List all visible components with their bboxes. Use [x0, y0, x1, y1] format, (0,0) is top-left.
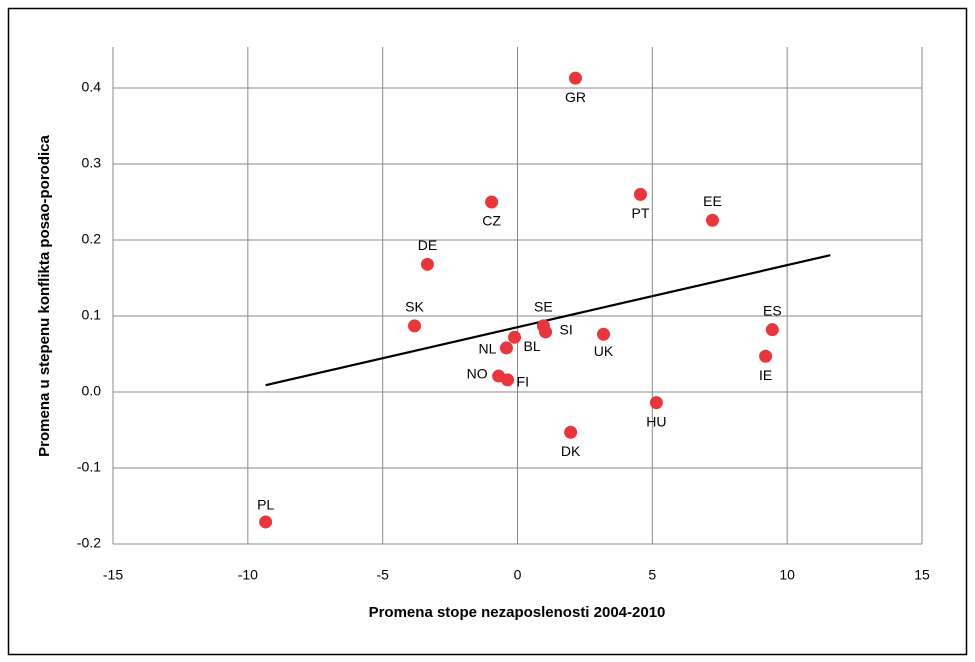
point: [501, 373, 515, 387]
x-tick-label: -10: [238, 567, 258, 583]
y-tick-label: 0.3: [82, 155, 102, 171]
point: [259, 515, 273, 529]
x-tick-label: 0: [514, 567, 522, 583]
point-label: ES: [763, 302, 782, 318]
point-label: FI: [517, 374, 529, 390]
y-tick-label: 0.1: [82, 307, 102, 323]
point: [633, 187, 647, 201]
point: [765, 323, 779, 337]
point: [508, 330, 522, 344]
point-label: SI: [560, 322, 573, 338]
x-tick-label: 10: [779, 567, 795, 583]
point-label: UK: [594, 343, 614, 359]
x-tick-label: -5: [376, 567, 389, 583]
x-axis-title: Promena stope nezaposlenosti 2004-2010: [369, 604, 666, 621]
point-label: CZ: [482, 213, 501, 229]
point: [485, 195, 499, 209]
x-tick-label: -15: [103, 567, 123, 583]
x-tick-label: 15: [914, 567, 930, 583]
y-tick-label: -0.2: [77, 535, 101, 551]
point: [759, 349, 773, 363]
point-label: DK: [561, 443, 581, 459]
point-label: GR: [565, 89, 586, 105]
point-label: DE: [418, 237, 437, 253]
y-tick-label: 0.0: [82, 383, 102, 399]
point-label: BL: [524, 338, 541, 354]
point-label: PL: [257, 497, 274, 513]
y-axis-title: Promena u stepenu konflikta posao-porodi…: [36, 134, 53, 456]
x-tick-label: 5: [648, 567, 656, 583]
point-label: SK: [405, 299, 424, 315]
trendline: [265, 254, 831, 387]
point-label: EE: [703, 193, 722, 209]
chart-border: [7, 7, 968, 656]
point-label: SE: [534, 299, 553, 315]
y-tick-label: 0.4: [82, 79, 102, 95]
point: [597, 327, 611, 341]
point-label: NL: [479, 341, 497, 357]
point-label: IE: [759, 367, 772, 383]
point: [649, 396, 663, 410]
y-tick-label: -0.1: [77, 459, 101, 475]
point-label: HU: [646, 413, 666, 429]
point-label: PT: [632, 205, 650, 221]
y-tick-label: 0.2: [82, 231, 102, 247]
point: [539, 325, 553, 339]
point: [420, 257, 434, 271]
point: [568, 71, 582, 85]
point: [499, 341, 513, 355]
point: [407, 319, 421, 333]
point: [564, 425, 578, 439]
point-label: NO: [467, 366, 488, 382]
point: [705, 213, 719, 227]
